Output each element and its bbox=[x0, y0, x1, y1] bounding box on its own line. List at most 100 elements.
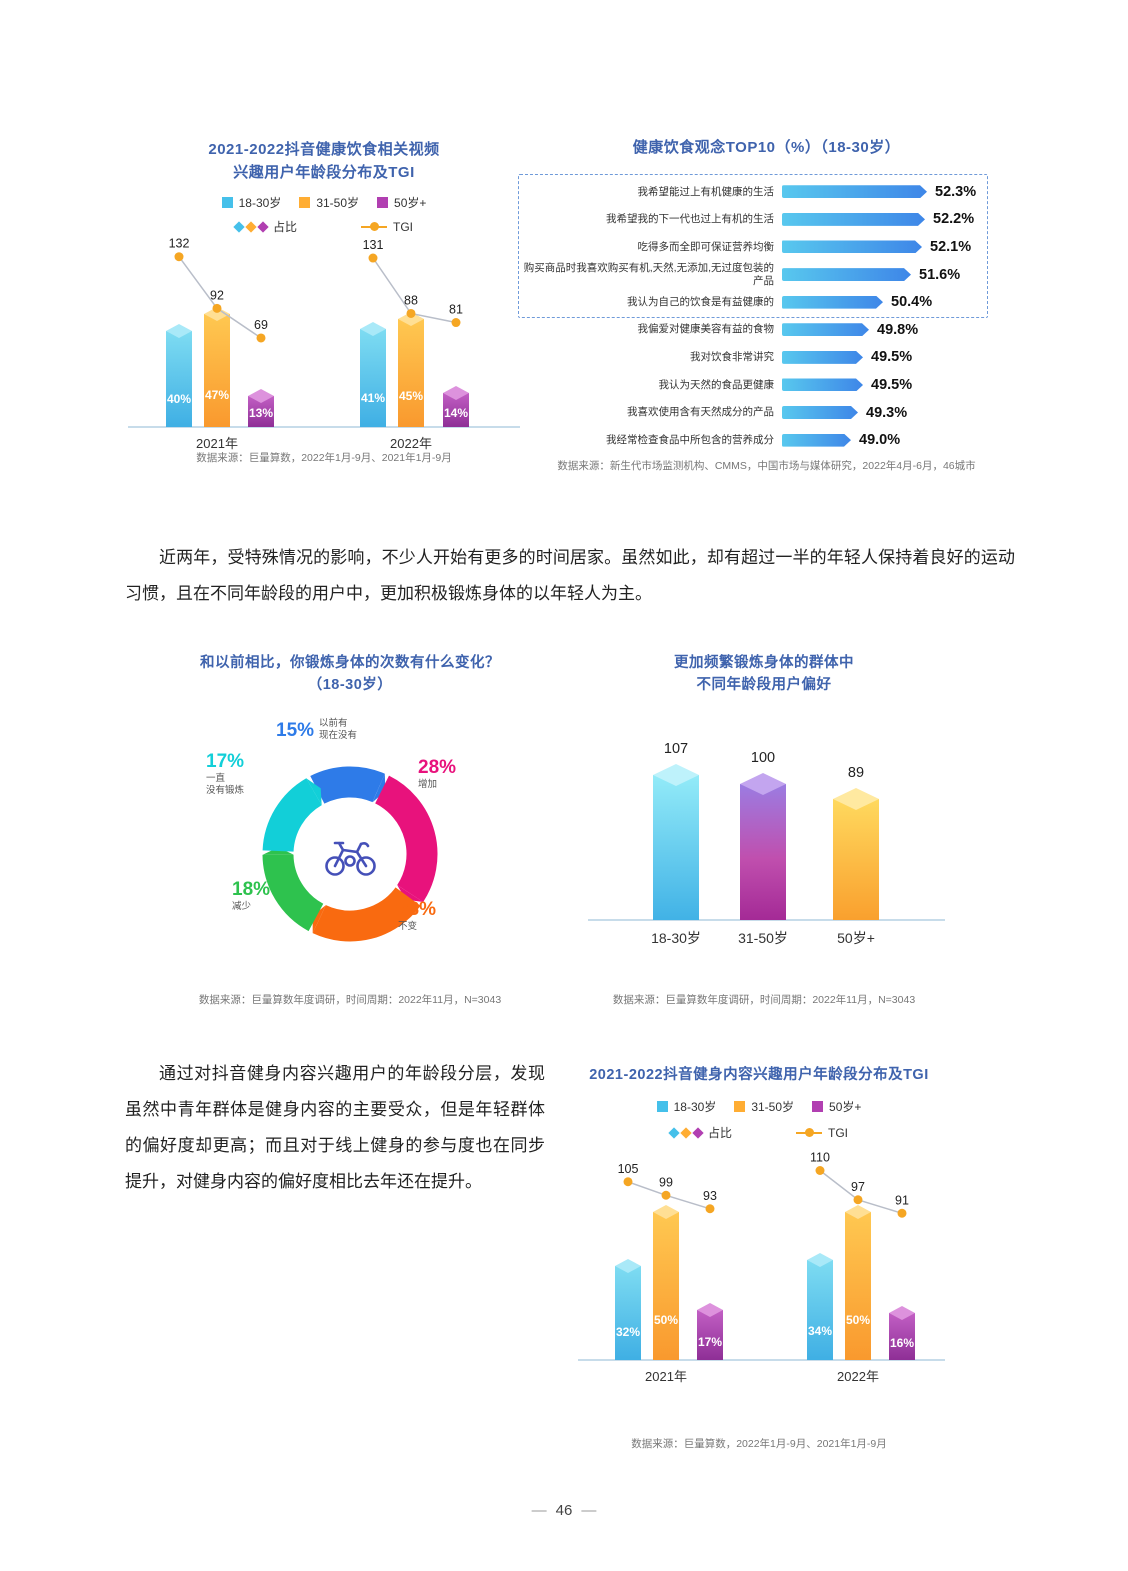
donut-slice-3 bbox=[262, 853, 324, 932]
hbar-category-label: 我对饮食非常讲究 bbox=[690, 351, 774, 364]
tgi-line-icon bbox=[361, 222, 387, 231]
tgi-dot bbox=[623, 1177, 633, 1187]
bar-percent-label: 40% bbox=[166, 391, 192, 406]
bar-top-face bbox=[204, 307, 230, 321]
tgi-dot bbox=[212, 303, 222, 313]
tgi-dot bbox=[705, 1204, 715, 1214]
tgi-dot bbox=[853, 1195, 863, 1205]
footer-dash-left: — bbox=[531, 1502, 547, 1519]
hbar-row-3: 吃得多而全即可保证营养均衡 52.1% bbox=[522, 233, 1011, 261]
bar-50岁+-2022年: 16% bbox=[889, 1306, 915, 1360]
donut-slice-0 bbox=[310, 766, 385, 804]
group-label-2021年: 2021年 bbox=[196, 436, 238, 451]
group-label-2022年: 2022年 bbox=[390, 436, 432, 451]
hbar-category-label: 我经常检查食品中所包含的营养成分 bbox=[606, 433, 774, 446]
tgi-value-label: 99 bbox=[659, 1175, 673, 1189]
tgi-value-label: 93 bbox=[703, 1189, 717, 1203]
data-source: 数据来源：巨量算数年度调研，时间周期：2022年11月，N=3043 bbox=[198, 994, 502, 1006]
chart-title: 和以前相比，你锻炼身体的次数有什么变化？ （18-30岁） bbox=[148, 652, 552, 697]
chart-title-line2: （18-30岁） bbox=[307, 677, 393, 694]
tgi-value-label: 92 bbox=[210, 288, 224, 302]
bar-top-face bbox=[697, 1303, 723, 1317]
bar-percent-label: 45% bbox=[398, 389, 424, 404]
bar-31-50岁-2021年: 47% bbox=[204, 307, 230, 427]
hbar-row-5: 我认为自己的饮食是有益健康的 50.4% bbox=[522, 288, 1011, 316]
page-number: 46 bbox=[555, 1502, 573, 1519]
hbar-value-label: 52.2% bbox=[933, 211, 975, 228]
hbar-row-6: 我偏爱对健康美容有益的食物 49.8% bbox=[522, 316, 1011, 344]
x-axis bbox=[588, 919, 945, 921]
legend-item-tgi: TGI bbox=[796, 1126, 848, 1140]
tgi-dot bbox=[368, 253, 378, 263]
hbar-row-9: 我喜欢使用含有天然成分的产品 49.3% bbox=[522, 399, 1011, 427]
hbar-value-label: 49.0% bbox=[859, 432, 901, 449]
hbar-value-label: 50.4% bbox=[891, 294, 933, 311]
pie-percent: 17% bbox=[206, 751, 245, 772]
tgi-dot bbox=[897, 1208, 907, 1218]
legend-label: TGI bbox=[828, 1125, 848, 1140]
legend-label: 占比 bbox=[272, 220, 297, 234]
pie-percent: 28% bbox=[418, 757, 457, 778]
bar-top-face bbox=[889, 1306, 915, 1320]
hbar-bar bbox=[782, 268, 911, 281]
bar-percent-label: 50% bbox=[653, 1313, 679, 1328]
hbar-category-label: 我希望能过上有机健康的生活 bbox=[637, 185, 775, 198]
bar-top-face bbox=[807, 1253, 833, 1267]
category-label-31-50岁: 31-50岁 bbox=[738, 930, 788, 946]
hbar-bar bbox=[782, 213, 925, 226]
hbar-bar bbox=[782, 323, 869, 336]
bar-top-face bbox=[248, 389, 274, 403]
pie-percent: 18% bbox=[232, 879, 271, 900]
tgi-dot bbox=[256, 333, 266, 343]
bar-percent-label: 32% bbox=[615, 1325, 641, 1340]
bar-top-face bbox=[166, 324, 192, 338]
bar-top-face bbox=[740, 773, 786, 795]
bar-18-30岁-2021年: 32% bbox=[615, 1259, 641, 1360]
tgi-value-label: 132 bbox=[169, 237, 190, 251]
donut-chart bbox=[262, 766, 438, 942]
legend-label: 31-50岁 bbox=[316, 196, 360, 210]
tgi-dot bbox=[174, 252, 184, 262]
bar-31-50岁 bbox=[740, 773, 786, 920]
tgi-overlay: 132 92 69 131 88 81 bbox=[169, 237, 463, 343]
hbar-value-label: 52.1% bbox=[930, 238, 972, 255]
chart-title-line2: 不同年龄段用户偏好 bbox=[696, 677, 832, 694]
cubes-icon bbox=[233, 220, 269, 233]
footer-dash-right: — bbox=[581, 1502, 597, 1519]
chart-title-line1: 更加频繁锻炼身体的群体中 bbox=[674, 655, 854, 671]
hbar-category-label: 我认为自己的饮食是有益健康的 bbox=[627, 295, 774, 308]
legend-item-31-50: 31-50岁 bbox=[299, 194, 359, 211]
hbar-category-label: 我认为天然的食品更健康 bbox=[658, 378, 775, 391]
legend-label: 50岁+ bbox=[394, 196, 427, 210]
bar-31-50岁-2022年: 45% bbox=[398, 312, 424, 427]
bar-percent-label: 16% bbox=[889, 1335, 915, 1350]
category-label-50岁+: 50岁+ bbox=[837, 930, 875, 946]
tgi-value-label: 105 bbox=[618, 1162, 639, 1176]
data-source: 数据来源：新生代市场监测机构、CMMS，中国市场与媒体研究，2022年4月-6月… bbox=[557, 460, 976, 472]
tgi-dot bbox=[815, 1166, 825, 1175]
plot-area: 107 18-30岁 100 31-50岁 89 50岁+ bbox=[568, 730, 960, 946]
exercise-bike-icon bbox=[325, 841, 376, 876]
bar-18-30岁-2022年: 41% bbox=[360, 322, 386, 427]
pie-label-2: 23% 不变 bbox=[398, 900, 436, 933]
bar-top-face bbox=[653, 1205, 679, 1219]
legend-age-groups: 18-30岁 31-50岁 50岁+ bbox=[558, 1098, 960, 1115]
cubes-icon bbox=[668, 1126, 704, 1139]
tgi-dot bbox=[406, 308, 416, 318]
chart-title: 更加频繁锻炼身体的群体中 不同年龄段用户偏好 bbox=[568, 652, 960, 697]
x-axis bbox=[578, 1359, 945, 1361]
bar-18-30岁-2021年: 40% bbox=[166, 324, 192, 427]
hbar-row-1: 我希望能过上有机健康的生活 52.3% bbox=[522, 178, 1011, 206]
chart-diet-video-tgi: 2021-2022抖音健康饮食相关视频 兴趣用户年龄段分布及TGI 18-30岁… bbox=[128, 132, 520, 484]
tgi-value-label: 91 bbox=[895, 1193, 909, 1207]
hbar-category-label: 我喜欢使用含有天然成分的产品 bbox=[627, 406, 774, 419]
chart-title: 2021-2022抖音健康饮食相关视频 兴趣用户年龄段分布及TGI bbox=[128, 138, 520, 185]
tgi-line-icon bbox=[796, 1128, 822, 1137]
chart-title: 健康饮食观念TOP10（%）（18-30岁） bbox=[632, 139, 901, 156]
hbar-rows: 我希望能过上有机健康的生活 52.3% 我希望我的下一代也过上有机的生活 52.2% 吃… bbox=[522, 178, 1011, 454]
pie-label-3: 18% 减少 bbox=[232, 880, 270, 913]
legend-item-31-50: 31-50岁 bbox=[734, 1098, 794, 1115]
legend-item-50plus: 50岁+ bbox=[377, 194, 426, 211]
legend-label: TGI bbox=[393, 219, 413, 234]
